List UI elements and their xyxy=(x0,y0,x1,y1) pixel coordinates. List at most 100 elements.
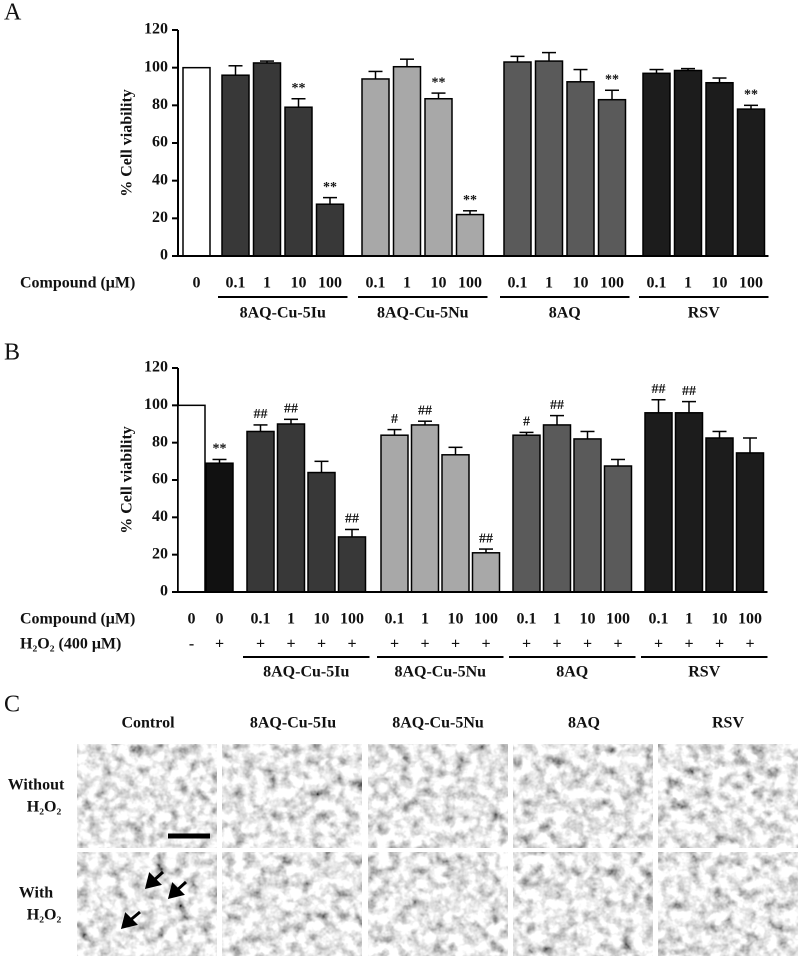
micrograph xyxy=(367,851,509,957)
x-tick-label: 100 xyxy=(600,275,624,292)
bar xyxy=(736,108,766,257)
y-tick-label: 20 xyxy=(152,545,168,562)
bar xyxy=(276,423,306,593)
micrograph xyxy=(657,851,799,957)
row-label: Without xyxy=(8,777,65,794)
x-tick-label: 0 xyxy=(193,275,201,292)
bar xyxy=(205,462,234,593)
x-tick-label: 0.1 xyxy=(508,275,528,292)
bar xyxy=(573,438,602,593)
x-tick-label: 100 xyxy=(318,275,342,292)
bar xyxy=(252,62,282,257)
bar xyxy=(246,430,275,593)
h2o2-sign: + xyxy=(317,636,326,653)
x-tick-label: 1 xyxy=(545,275,553,292)
bar xyxy=(380,434,409,593)
x-tick-label: 0.1 xyxy=(647,275,667,292)
significance: ** xyxy=(292,81,306,96)
significance: ## xyxy=(479,531,493,546)
y-tick-label: 40 xyxy=(152,508,168,525)
bar xyxy=(673,69,703,257)
y-tick-label: 120 xyxy=(144,21,168,38)
h2o2-sign: + xyxy=(390,636,399,653)
h2o2-sign: + xyxy=(481,636,490,653)
significance: ## xyxy=(345,512,359,527)
x-tick-label: 0 xyxy=(216,611,224,628)
h2o2-sign: + xyxy=(613,636,622,653)
micrograph xyxy=(221,851,363,957)
x-tick-label: 1 xyxy=(287,611,295,628)
micrographs xyxy=(76,743,799,957)
bar xyxy=(705,81,734,257)
x-tick-label: 100 xyxy=(474,611,498,628)
arrows xyxy=(120,870,188,930)
bar xyxy=(512,434,541,593)
h2o2-sign: + xyxy=(654,636,663,653)
group-label: 8AQ-Cu-5Nu xyxy=(394,664,486,681)
bar xyxy=(642,72,671,257)
x-tick-label: 0.1 xyxy=(385,611,405,628)
row-label: H₂O₂ xyxy=(27,799,62,816)
x-tick-label: 100 xyxy=(458,275,482,292)
column-header: RSV xyxy=(712,715,744,732)
significance: ** xyxy=(605,72,619,87)
bar xyxy=(603,465,633,593)
x-tick-label: 100 xyxy=(606,611,630,628)
micrograph xyxy=(76,743,218,849)
y-axis-label: % Cell viability xyxy=(119,89,136,197)
micrograph xyxy=(512,851,654,957)
h2o2-sign: + xyxy=(451,636,460,653)
bar xyxy=(177,404,206,593)
y-tick-label: 60 xyxy=(152,471,168,488)
x-tick-label: 1 xyxy=(685,611,693,628)
panel-label: A xyxy=(4,0,22,26)
x-axis-label: Compound (μM) xyxy=(20,611,135,628)
bar xyxy=(284,106,313,257)
column-header: 8AQ xyxy=(568,715,600,732)
x-tick-label: 100 xyxy=(738,611,762,628)
h2o2-sign: - xyxy=(189,636,194,653)
bar xyxy=(424,97,453,257)
x-tick-label: 10 xyxy=(712,611,728,628)
micrograph xyxy=(657,743,799,849)
y-axis-label: % Cell viability xyxy=(119,426,136,534)
bar xyxy=(566,81,595,257)
group-label: 8AQ-Cu-5Nu xyxy=(377,305,469,322)
micrograph xyxy=(367,743,509,849)
significance: ## xyxy=(284,402,298,417)
h2o2-sign: + xyxy=(286,636,295,653)
bar xyxy=(735,452,765,593)
bar xyxy=(392,65,422,257)
bar xyxy=(644,412,673,593)
x-tick-label: 10 xyxy=(580,611,596,628)
h2o2-sign: + xyxy=(715,636,724,653)
bar xyxy=(534,60,564,257)
y-tick-label: 20 xyxy=(152,209,168,226)
micrograph xyxy=(76,851,218,957)
group-label: 8AQ-Cu-5Iu xyxy=(240,305,326,322)
group-label: 8AQ-Cu-5Iu xyxy=(263,664,349,681)
y-tick-label: 60 xyxy=(152,134,168,151)
bar xyxy=(315,203,345,257)
bar xyxy=(337,536,367,593)
group-label: 8AQ xyxy=(549,305,581,322)
bar xyxy=(471,552,501,593)
significance: ** xyxy=(744,88,758,103)
significance: ## xyxy=(254,407,268,422)
h2o2-sign: + xyxy=(745,636,754,653)
column-header: 8AQ-Cu-5Iu xyxy=(250,715,336,732)
h2o2-sign: + xyxy=(552,636,561,653)
x-tick-label: 0.1 xyxy=(226,275,246,292)
x-tick-label: 10 xyxy=(314,611,330,628)
bar xyxy=(182,66,211,257)
significance: ** xyxy=(213,442,227,457)
bar xyxy=(542,424,572,593)
x-tick-label: 10 xyxy=(573,275,589,292)
h2o2-sign: + xyxy=(522,636,531,653)
y-tick-label: 0 xyxy=(160,247,168,264)
h2o2-sign: + xyxy=(583,636,592,653)
x-tick-label: 0.1 xyxy=(251,611,271,628)
row-label: H₂O₂ xyxy=(27,907,62,924)
significance: ## xyxy=(418,403,432,418)
y-tick-label: 80 xyxy=(152,96,168,113)
